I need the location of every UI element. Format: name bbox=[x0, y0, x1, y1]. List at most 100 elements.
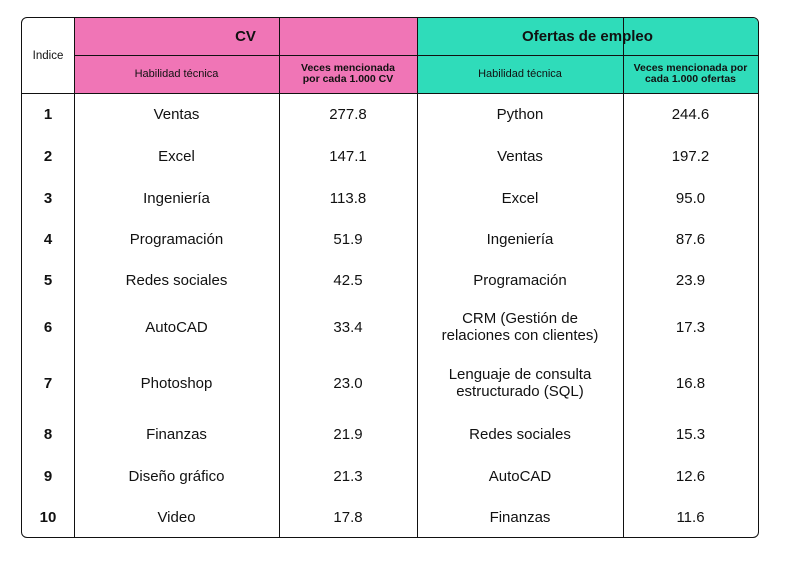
row-index-text: 7 bbox=[43, 374, 53, 392]
cv-skill-cell: Excel bbox=[74, 135, 279, 177]
cv-count-cell-text: 51.9 bbox=[333, 231, 363, 248]
row-index: 10 bbox=[22, 497, 74, 537]
row-index-text: 8 bbox=[43, 425, 53, 443]
job-skill-cell: Ventas bbox=[417, 135, 623, 177]
job-count-cell-text: 11.6 bbox=[676, 509, 705, 526]
row-index-text: 6 bbox=[43, 318, 53, 336]
row-index-text: 10 bbox=[39, 509, 57, 526]
row-index: 3 bbox=[22, 177, 74, 219]
cv-count-cell-text: 113.8 bbox=[329, 189, 367, 207]
cv-skill-cell-text: Redes sociales bbox=[125, 272, 228, 289]
job-skill-cell: Ingeniería bbox=[417, 219, 623, 260]
cv-skill-cell-text: Diseño gráfico bbox=[128, 467, 225, 485]
job-count-cell: 23.9 bbox=[623, 260, 758, 301]
job-count-cell-text: 23.9 bbox=[675, 272, 706, 289]
cv-skill-cell-text: Ventas bbox=[153, 106, 200, 123]
job-skill-cell: CRM (Gestión de relaciones con clientes) bbox=[417, 301, 623, 353]
cv-count-cell-text: 21.9 bbox=[333, 425, 363, 443]
job-count-cell-text: 17.3 bbox=[675, 318, 706, 336]
cv-count-cell: 21.9 bbox=[279, 413, 417, 455]
job-skill-cell-text: Ingeniería bbox=[486, 231, 554, 248]
jobs-skill-col-header: Habilidad técnica bbox=[417, 55, 623, 93]
job-skill-cell-text: Excel bbox=[501, 189, 539, 207]
job-skill-cell-text: AutoCAD bbox=[488, 467, 552, 485]
row-index: 2 bbox=[22, 135, 74, 177]
col-divider bbox=[417, 18, 418, 537]
job-skill-cell: Finanzas bbox=[417, 497, 623, 537]
col-divider bbox=[623, 18, 624, 537]
cv-skill-cell-text: Ingeniería bbox=[143, 189, 210, 207]
row-index-text: 3 bbox=[43, 189, 53, 207]
job-skill-cell: Programación bbox=[417, 260, 623, 301]
cv-skill-cell: Ventas bbox=[74, 94, 279, 135]
job-count-cell: 16.8 bbox=[623, 353, 758, 413]
cv-count-cell: 21.3 bbox=[279, 455, 417, 497]
header-bottom-divider bbox=[22, 93, 758, 94]
job-count-cell-text: 197.2 bbox=[671, 147, 710, 165]
jobs-group-header: Ofertas de empleo bbox=[417, 18, 758, 55]
job-count-cell-text: 12.6 bbox=[675, 467, 706, 485]
cv-count-cell-text: 33.4 bbox=[333, 318, 363, 336]
job-skill-cell: Lenguaje de consulta estructurado (SQL) bbox=[417, 353, 623, 413]
cv-title: CV bbox=[235, 28, 256, 45]
row-index-text: 2 bbox=[43, 147, 53, 165]
cv-group-header: CV bbox=[74, 18, 417, 55]
index-header: Indice bbox=[22, 18, 74, 93]
cv-skill-cell: Video bbox=[74, 497, 279, 537]
cv-count-cell: 113.8 bbox=[279, 177, 417, 219]
cv-count-cell: 42.5 bbox=[279, 260, 417, 301]
row-index: 6 bbox=[22, 301, 74, 353]
job-skill-cell-text: Programación bbox=[473, 272, 567, 289]
row-index: 5 bbox=[22, 260, 74, 301]
index-header-label: Indice bbox=[32, 49, 64, 62]
cv-skill-cell: AutoCAD bbox=[74, 301, 279, 353]
cv-skill-cell: Finanzas bbox=[74, 413, 279, 455]
cv-skill-cell-text: AutoCAD bbox=[145, 318, 208, 336]
cv-skill-cell-text: Excel bbox=[158, 147, 195, 165]
cv-count-cell: 33.4 bbox=[279, 301, 417, 353]
job-count-cell: 87.6 bbox=[623, 219, 758, 260]
row-index-text: 1 bbox=[43, 106, 53, 123]
job-skill-cell-text: Redes sociales bbox=[469, 425, 571, 443]
cv-skill-col-label: Habilidad técnica bbox=[134, 68, 219, 80]
job-skill-cell-text: Ventas bbox=[497, 147, 543, 165]
cv-skill-cell: Redes sociales bbox=[74, 260, 279, 301]
row-index: 1 bbox=[22, 94, 74, 135]
job-skill-cell: Python bbox=[417, 94, 623, 135]
cv-count-cell-text: 17.8 bbox=[333, 509, 363, 526]
job-count-cell: 95.0 bbox=[623, 177, 758, 219]
job-count-cell: 12.6 bbox=[623, 455, 758, 497]
row-index: 9 bbox=[22, 455, 74, 497]
job-count-cell-text: 16.8 bbox=[675, 374, 706, 392]
cv-count-cell-text: 23.0 bbox=[333, 374, 363, 392]
skills-table: Indice CV Ofertas de empleo Habilidad té… bbox=[21, 17, 759, 538]
cv-count-cell-text: 147.1 bbox=[329, 147, 367, 165]
cv-skill-cell: Programación bbox=[74, 219, 279, 260]
col-divider bbox=[74, 18, 75, 537]
cv-count-cell: 51.9 bbox=[279, 219, 417, 260]
job-skill-cell: Excel bbox=[417, 177, 623, 219]
row-index: 7 bbox=[22, 353, 74, 413]
cv-count-col-header: Veces mencionada por cada 1.000 CV bbox=[279, 55, 417, 93]
cv-skill-cell: Photoshop bbox=[74, 353, 279, 413]
job-skill-cell-text: CRM (Gestión de relaciones con clientes) bbox=[441, 310, 599, 344]
job-count-cell: 244.6 bbox=[623, 94, 758, 135]
job-skill-cell-text: Lenguaje de consulta estructurado (SQL) bbox=[448, 366, 592, 400]
job-count-cell-text: 87.6 bbox=[675, 231, 706, 248]
job-count-cell-text: 244.6 bbox=[671, 106, 710, 123]
cv-count-cell-text: 42.5 bbox=[333, 272, 363, 289]
cv-count-cell: 17.8 bbox=[279, 497, 417, 537]
cv-skill-cell-text: Programación bbox=[129, 231, 224, 248]
cv-count-cell-text: 277.8 bbox=[329, 106, 367, 123]
jobs-title: Ofertas de empleo bbox=[522, 28, 653, 45]
jobs-count-col-label: Veces mencionada por cada 1.000 ofertas bbox=[633, 61, 748, 85]
job-count-cell: 17.3 bbox=[623, 301, 758, 353]
cv-skill-cell: Ingeniería bbox=[74, 177, 279, 219]
cv-count-cell: 23.0 bbox=[279, 353, 417, 413]
cv-skill-cell-text: Video bbox=[157, 509, 196, 526]
job-skill-cell: Redes sociales bbox=[417, 413, 623, 455]
jobs-count-col-header: Veces mencionada por cada 1.000 ofertas bbox=[623, 55, 758, 93]
cv-skill-cell-text: Finanzas bbox=[146, 425, 207, 443]
job-skill-cell: AutoCAD bbox=[417, 455, 623, 497]
row-index: 4 bbox=[22, 219, 74, 260]
